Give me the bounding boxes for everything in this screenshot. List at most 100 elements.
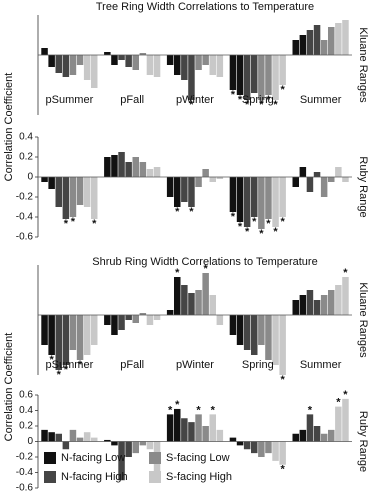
- bar: [216, 429, 224, 442]
- significance-marker: *: [273, 99, 278, 111]
- legend-label: S-facing Low: [166, 452, 230, 464]
- bar: [69, 177, 77, 217]
- bar: [209, 55, 216, 75]
- significance-marker: *: [281, 216, 286, 228]
- significance-marker: *: [281, 464, 286, 476]
- bar: [104, 52, 111, 55]
- bar: [299, 295, 307, 315]
- bar: [118, 152, 125, 177]
- bar: [188, 55, 195, 100]
- bar: [216, 55, 224, 77]
- bar: [328, 429, 335, 442]
- legend-label: S-facing High: [166, 471, 232, 483]
- bar: [62, 55, 70, 77]
- bar: [76, 437, 84, 442]
- significance-marker: *: [245, 226, 250, 238]
- bar: [153, 315, 161, 320]
- bar: [111, 155, 118, 177]
- significance-marker: *: [231, 89, 236, 101]
- bar: [146, 441, 154, 450]
- bar: [320, 295, 328, 315]
- y-tick-label: -0.2: [16, 192, 34, 203]
- bar: [111, 441, 118, 446]
- bar: [335, 167, 342, 177]
- bar: [258, 441, 265, 457]
- y-tick-label: 0: [27, 436, 33, 447]
- bar: [299, 167, 307, 177]
- bar: [139, 313, 147, 315]
- bar: [265, 315, 272, 360]
- x-tick-label: Spring: [242, 359, 274, 371]
- significance-marker: *: [343, 267, 348, 279]
- bar: [342, 398, 349, 442]
- significance-marker: *: [189, 99, 194, 111]
- bar: [236, 315, 244, 345]
- bar: [292, 433, 299, 442]
- legend-swatch: [44, 471, 56, 483]
- bar: [41, 177, 48, 182]
- y-tick-label: 0.2: [19, 421, 33, 432]
- y-tick-label: -0.4: [16, 467, 34, 478]
- y-tick-label: 0.6: [19, 390, 33, 401]
- bar: [153, 55, 161, 77]
- bar: [229, 55, 237, 90]
- bar: [48, 55, 55, 67]
- significance-marker: *: [259, 228, 264, 240]
- bar: [48, 315, 55, 355]
- bar: [166, 414, 174, 442]
- bar: [91, 177, 98, 219]
- bar: [306, 290, 314, 315]
- x-tick-label: pFall: [120, 94, 144, 106]
- bar: [265, 441, 272, 454]
- bar: [69, 315, 77, 350]
- bar: [118, 441, 125, 481]
- significance-marker: *: [78, 359, 83, 371]
- significance-marker: *: [50, 354, 55, 366]
- bar: [174, 408, 181, 442]
- significance-marker: *: [343, 389, 348, 401]
- bar: [125, 441, 132, 457]
- significance-marker: *: [175, 206, 180, 218]
- bar: [292, 177, 299, 187]
- panel-label: Ruby Range: [357, 156, 369, 217]
- bar: [258, 177, 265, 229]
- bar: [146, 315, 154, 325]
- bar: [166, 310, 174, 315]
- bar: [104, 439, 111, 442]
- bar: [243, 55, 251, 100]
- bar: [335, 406, 342, 442]
- bar: [342, 277, 349, 315]
- significance-marker: *: [64, 218, 69, 230]
- bar: [174, 277, 181, 315]
- bar: [181, 418, 188, 442]
- bar: [320, 40, 328, 55]
- bar: [209, 177, 216, 182]
- bar: [132, 441, 139, 454]
- bar: [195, 414, 202, 442]
- bar: [188, 177, 195, 207]
- bar: [195, 177, 202, 187]
- panel-label: Kluane Ranges: [357, 282, 369, 358]
- significance-marker: *: [259, 99, 264, 111]
- bar: [76, 177, 84, 205]
- bar: [91, 437, 98, 442]
- bar: [153, 167, 161, 177]
- bar: [258, 315, 265, 345]
- bar: [111, 55, 118, 65]
- bar: [202, 169, 209, 177]
- bar: [243, 441, 251, 450]
- bar: [328, 177, 335, 182]
- bar: [328, 27, 335, 55]
- significance-marker: *: [273, 226, 278, 238]
- panel-title: Shrub Ring Width Correlations to Tempera…: [92, 256, 317, 268]
- bar: [243, 315, 251, 350]
- significance-marker: *: [231, 211, 236, 223]
- bar: [188, 293, 195, 315]
- bar: [83, 55, 91, 80]
- bar: [216, 315, 224, 325]
- y-tick-label: 0.4: [19, 132, 33, 143]
- y-axis-label: Correlation Coefficient: [3, 333, 15, 442]
- bar: [91, 315, 98, 345]
- bar: [41, 429, 48, 442]
- bar: [209, 295, 216, 315]
